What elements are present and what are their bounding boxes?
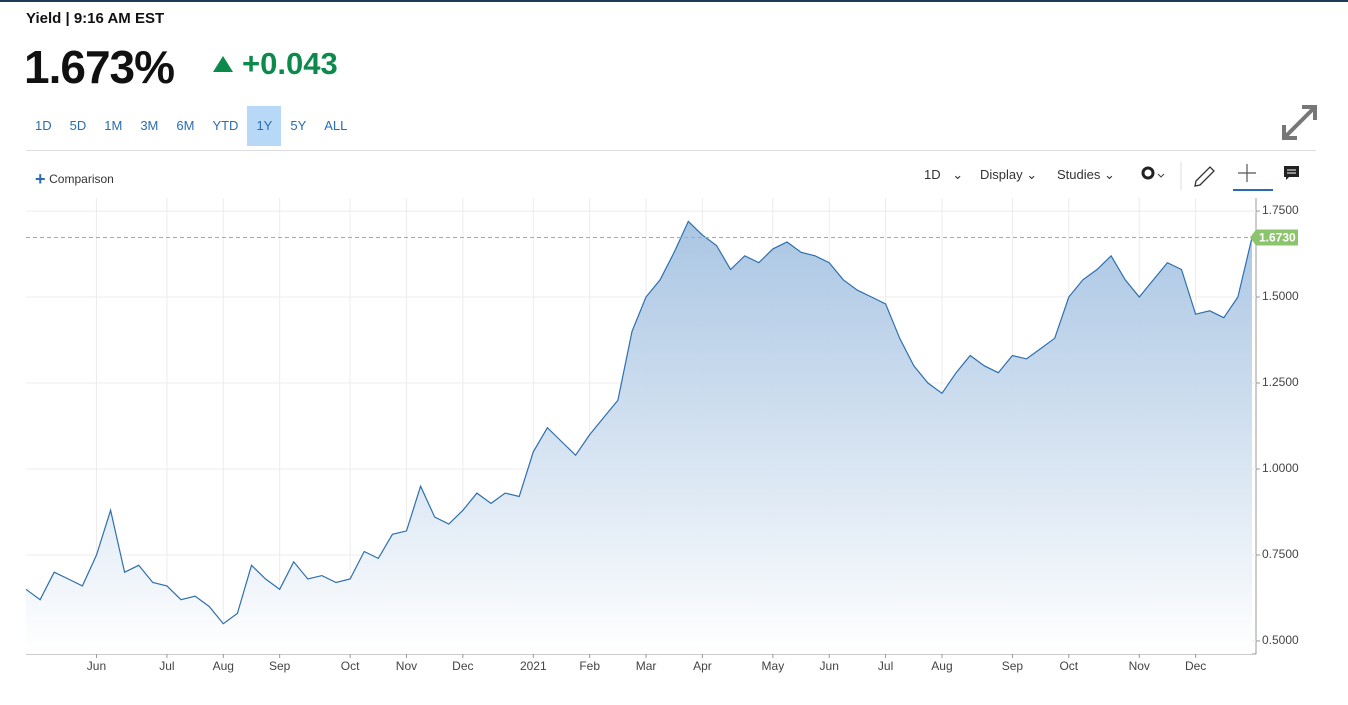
x-tick-label: May [762,659,785,673]
x-tick-label: Nov [396,659,417,673]
x-tick-label: Aug [213,659,234,673]
x-tick-label: Sep [1002,659,1024,673]
last-value-label: 1.6730 [1259,231,1296,245]
x-tick-label: Jul [159,659,174,673]
x-tick-label: Aug [931,659,952,673]
x-tick-label: Nov [1129,659,1150,673]
x-tick-label: Jul [878,659,893,673]
x-tick-label: Mar [636,659,657,673]
x-tick-label: 2021 [520,659,547,673]
x-tick-label: Feb [579,659,600,673]
comparison-button[interactable]: + Comparison [35,169,114,189]
range-button[interactable]: 1Y [247,106,282,146]
crosshair-underline [1233,189,1273,191]
display-button[interactable]: Display ⌄ [980,167,1038,182]
up-arrow [213,56,233,72]
expand-icon[interactable] [1280,103,1320,143]
x-tick-label: Dec [1185,659,1206,673]
x-tick-label: Oct [1059,659,1078,673]
comparison-label: Comparison [49,172,114,186]
top-bar [0,0,1348,2]
y-tick-label: 1.0000 [1262,461,1299,475]
y-tick-label: 0.5000 [1262,633,1299,647]
last-value-tag [1250,229,1298,246]
change: +0.043 [212,46,338,82]
interval-button[interactable]: 1D ⌄ [924,167,964,182]
y-tick-label: 1.7500 [1262,203,1299,217]
change-value: +0.043 [242,46,338,81]
range-button[interactable]: ALL [324,118,348,133]
pencil-icon[interactable] [1194,166,1215,187]
range-button[interactable]: 1M [104,118,123,133]
title: Yield | 9:16 AM EST [26,10,165,27]
y-tick-label: 1.2500 [1262,375,1299,389]
x-tick-label: Jun [87,659,106,673]
range-selector: 1D 5D 1M 3M 6M YTD 1Y 5Y ALL [26,106,356,146]
x-tick-label: Jun [820,659,839,673]
x-tick-label: Oct [341,659,360,673]
gear-icon[interactable] [1141,166,1155,180]
x-tick-label: Sep [269,659,291,673]
area-fill [26,221,1252,654]
interval-label: 1D [924,167,941,182]
display-label: Display [980,167,1023,182]
studies-button[interactable]: Studies ⌄ [1057,167,1115,182]
range-button[interactable]: 5D [69,118,87,133]
range-button[interactable]: 6M [176,118,195,133]
studies-label: Studies [1057,167,1101,182]
range-button[interactable]: 3M [140,118,159,133]
range-button[interactable]: 1D [35,118,52,133]
y-tick-label: 1.5000 [1262,289,1299,303]
x-tick-label: Dec [452,659,473,673]
separator [26,150,1316,151]
line [25,220,1253,625]
crosshair-icon[interactable] [1238,164,1256,182]
price: 1.673% [24,41,175,93]
range-button[interactable]: YTD [212,118,239,133]
tool-icons [1141,162,1299,191]
y-tick-label: 0.7500 [1262,547,1299,561]
range-button[interactable]: 5Y [290,118,307,133]
x-tick-label: Apr [693,659,712,673]
